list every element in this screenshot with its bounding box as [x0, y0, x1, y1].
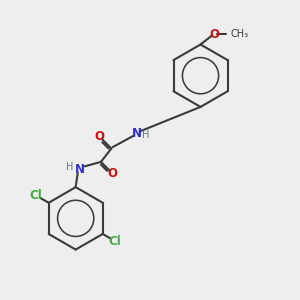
Text: Cl: Cl — [30, 189, 43, 202]
Text: O: O — [209, 28, 219, 40]
Text: N: N — [75, 163, 85, 176]
Text: Cl: Cl — [109, 235, 122, 248]
Text: O: O — [108, 167, 118, 180]
Text: H: H — [142, 130, 150, 140]
Text: H: H — [66, 162, 74, 172]
Text: CH₃: CH₃ — [230, 29, 248, 39]
Text: O: O — [94, 130, 104, 143]
Text: N: N — [132, 127, 142, 140]
